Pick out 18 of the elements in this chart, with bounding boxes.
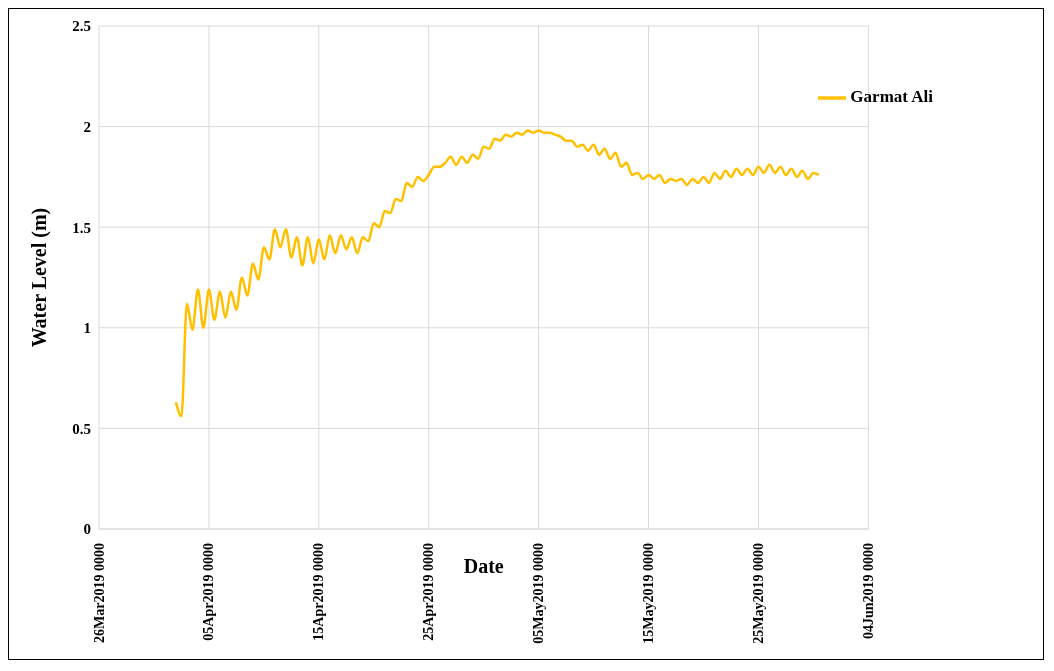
- x-tick-label: 25May2019 0000: [750, 543, 766, 644]
- y-axis-title: Water Level (m): [28, 207, 52, 348]
- x-tick-label: 15May2019 0000: [641, 543, 657, 644]
- x-tick-label: 26Mar2019 0000: [91, 543, 107, 643]
- x-tick-label: 04Jun2019 0000: [860, 543, 876, 640]
- x-tick-label: 15Apr2019 0000: [311, 543, 327, 641]
- y-tick-label: 1.5: [72, 219, 91, 236]
- y-tick-label: 2: [83, 118, 91, 135]
- x-tick-label: 25Apr2019 0000: [421, 543, 437, 641]
- y-tick-label: 1: [83, 320, 91, 337]
- x-tick-label: 05May2019 0000: [531, 543, 547, 644]
- legend-label: Garmat Ali: [850, 86, 933, 106]
- y-tick-label: 0.5: [72, 420, 91, 437]
- x-tick-label: 05Apr2019 0000: [201, 543, 217, 641]
- y-tick-label: 2.5: [72, 18, 91, 35]
- line-series: [174, 129, 821, 418]
- x-axis-title: Date: [463, 555, 504, 578]
- y-tick-label: 0: [83, 521, 91, 538]
